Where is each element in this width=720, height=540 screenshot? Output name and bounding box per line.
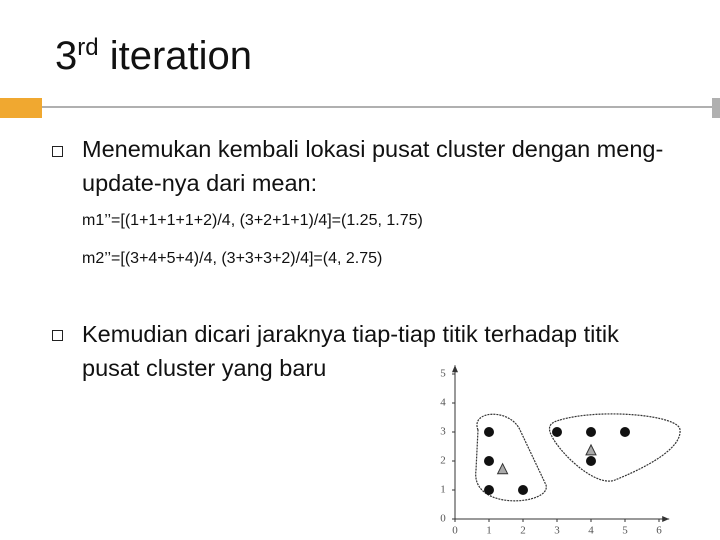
x-tick-label: 6 [656,525,662,537]
point [484,427,494,437]
x-tick-label: 4 [588,525,594,537]
axis-arrow [452,365,458,373]
y-tick-label: 5 [440,368,446,380]
y-tick-label: 1 [440,484,446,496]
point [552,427,562,437]
title-rest: iteration [109,34,253,78]
bullet [52,330,63,341]
point [620,427,630,437]
sub-item: m2’’=[(3+4+5+4)/4, (3+3+3+2)/4]=(4, 2.75… [82,250,383,267]
title-base: 3 [55,34,78,78]
bullet [52,146,63,157]
y-tick-label: 4 [440,397,446,409]
x-tick-label: 3 [554,525,560,537]
sub-item: m1’’=[(1+1+1+1+2)/4, (3+2+1+1)/4]=(1.25,… [82,212,423,229]
y-tick-label: 3 [440,426,446,438]
x-tick-label: 0 [452,525,458,537]
x-tick-label: 2 [520,525,526,537]
cluster-outline [548,413,681,482]
x-tick-label: 5 [622,525,628,537]
slide-title: 3rd iteration [55,34,252,79]
accent-bar [0,98,42,118]
bullet-text: Menemukan kembali lokasi pusat cluster d… [82,136,664,196]
bullet-text: Kemudian dicari jaraknya tiap-tiap titik… [82,321,619,381]
rule [42,106,712,108]
centroid [496,462,509,475]
point [586,456,596,466]
point [484,485,494,495]
y-tick-label: 2 [440,455,446,467]
centroid [585,443,597,456]
title-sup: rd [77,34,99,61]
y-tick-label: 0 [440,513,446,525]
rule-end [712,98,720,118]
point [586,427,596,437]
cluster-outline [475,413,547,502]
point [518,485,528,495]
point [484,456,494,466]
x-tick-label: 1 [486,525,492,537]
axis-arrow [662,516,670,522]
